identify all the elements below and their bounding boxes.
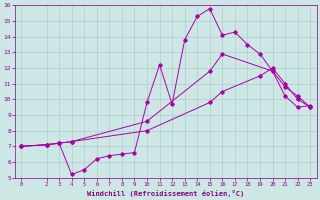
X-axis label: Windchill (Refroidissement éolien,°C): Windchill (Refroidissement éolien,°C) [87, 190, 244, 197]
